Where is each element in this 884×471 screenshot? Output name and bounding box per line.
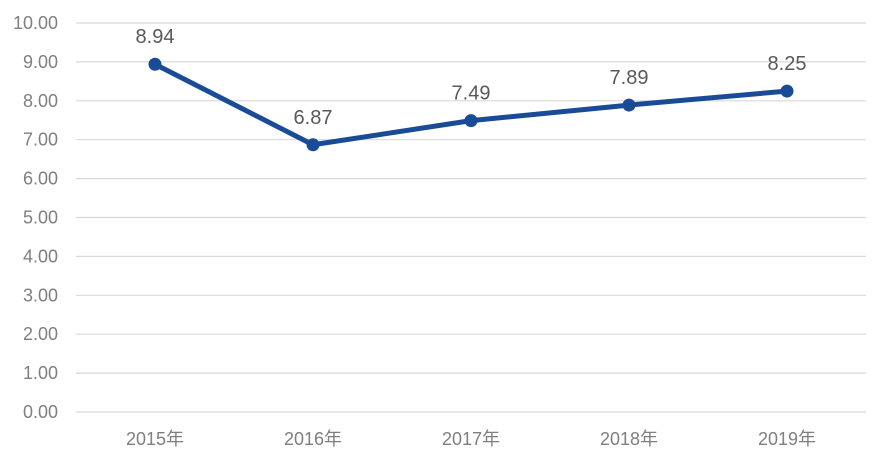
data-point-label: 7.49 (452, 83, 491, 105)
data-point-label: 7.89 (610, 67, 649, 89)
y-tick-label: 3.00 (23, 285, 58, 305)
y-tick-label: 4.00 (23, 246, 58, 266)
y-tick-label: 7.00 (23, 130, 58, 150)
data-point-label: 8.25 (768, 53, 807, 75)
y-tick-label: 8.00 (23, 91, 58, 111)
data-point-marker (148, 57, 162, 71)
x-tick-label: 2015年 (126, 429, 184, 449)
data-point-label: 8.94 (136, 26, 175, 48)
data-point-marker (622, 98, 636, 112)
x-tick-label: 2017年 (442, 429, 500, 449)
data-point-marker (464, 114, 478, 128)
y-tick-label: 2.00 (23, 324, 58, 344)
data-point-label: 6.87 (294, 107, 333, 129)
y-tick-label: 9.00 (23, 52, 58, 72)
x-tick-label: 2018年 (600, 429, 658, 449)
y-tick-label: 10.00 (13, 13, 58, 33)
x-tick-label: 2019年 (758, 429, 816, 449)
x-tick-label: 2016年 (284, 429, 342, 449)
y-tick-label: 5.00 (23, 208, 58, 228)
y-tick-label: 0.00 (23, 402, 58, 422)
data-point-marker (306, 138, 320, 152)
data-point-marker (780, 84, 794, 98)
y-tick-label: 1.00 (23, 363, 58, 383)
y-tick-label: 6.00 (23, 169, 58, 189)
